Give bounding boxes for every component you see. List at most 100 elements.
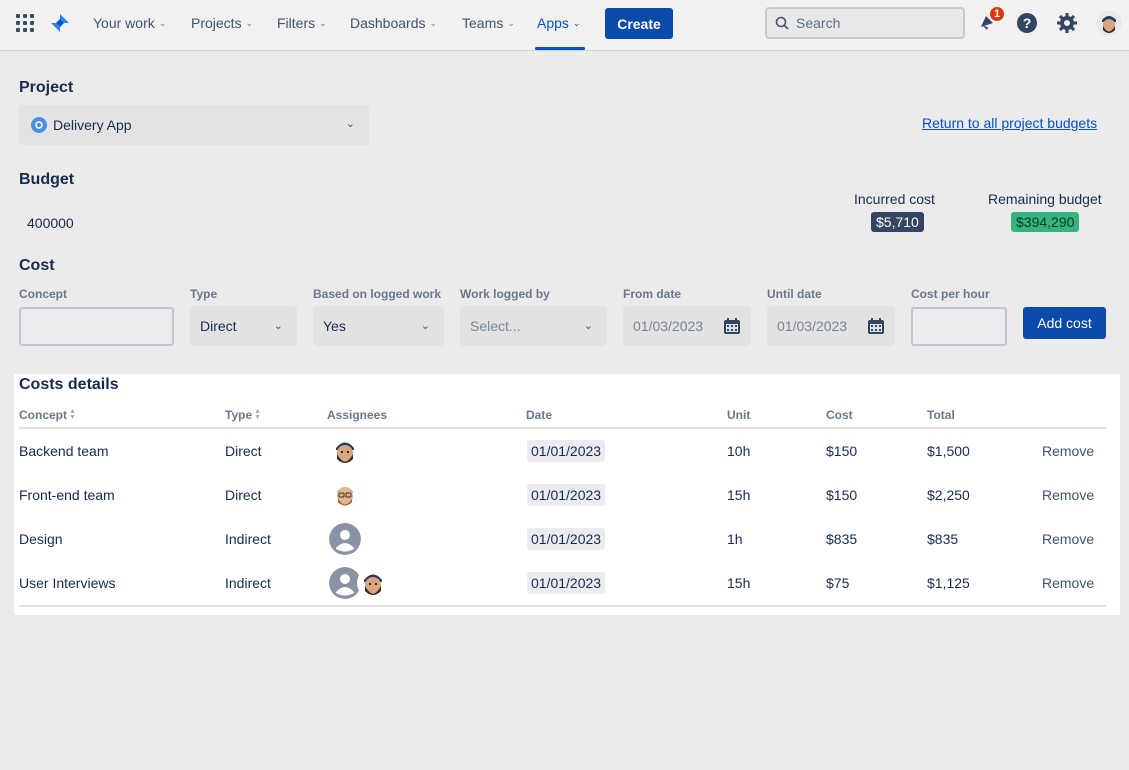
row-unit: 15h [727,487,751,503]
column-header-type-label: Type [225,408,253,422]
project-select[interactable]: Delivery App ⌄ [19,105,369,145]
notifications-button[interactable] [976,12,998,34]
calendar-icon[interactable] [723,317,741,335]
app-switcher-icon[interactable] [16,14,34,32]
nav-your-work[interactable]: Your work ⌄ [93,15,166,31]
concept-input[interactable] [19,307,174,346]
row-total: $1,500 [927,443,970,459]
calendar-icon[interactable] [867,317,885,335]
help-icon: ? [1017,13,1037,33]
column-header-concept-label: Concept [19,408,67,422]
column-header-assignees: Assignees [327,408,387,422]
column-header-cost: Cost [826,408,853,422]
row-concept: Front-end team [19,487,115,503]
avatar-default [329,523,361,555]
avatar-glasses [329,479,361,511]
chevron-down-icon: ⌄ [507,18,515,28]
nav-apps[interactable]: Apps ⌄ [537,15,580,31]
from-date-input[interactable]: 01/03/2023 [623,306,751,346]
gear-icon [1057,13,1077,33]
project-heading: Project [19,79,74,96]
search-box[interactable] [765,7,965,39]
budget-value: 400000 [27,215,74,231]
work-logged-by-select[interactable]: Select... ⌄ [460,306,607,346]
work-logged-by-placeholder: Select... [470,318,521,334]
sort-icon: ▲ ▼ [69,408,76,421]
search-input[interactable] [796,15,956,31]
nav-projects[interactable]: Projects ⌄ [191,15,253,31]
add-cost-button[interactable]: Add cost [1023,307,1106,339]
chevron-down-icon: ⌄ [158,18,167,28]
cost-per-hour-input[interactable] [911,307,1007,346]
avatar-dark-beard [329,435,361,467]
column-header-total-label: Total [927,408,955,422]
chevron-down-icon: ⌄ [420,320,430,332]
based-on-logged-work-select[interactable]: Yes ⌄ [313,306,444,346]
budget-heading: Budget [19,171,75,188]
type-select-value: Direct [200,318,237,334]
jira-logo-icon[interactable] [49,12,71,34]
sort-icon: ▲ ▼ [254,408,262,421]
row-date: 01/01/2023 [527,484,606,506]
nav-teams-label: Teams [462,15,504,31]
row-type: Indirect [225,575,271,591]
remove-button[interactable]: Remove [1042,531,1095,547]
remove-button[interactable]: Remove [1042,575,1095,591]
nav-teams[interactable]: Teams ⌄ [462,15,515,31]
user-avatar[interactable] [1097,11,1121,35]
row-unit: 1h [727,531,743,547]
row-type: Indirect [225,531,271,547]
column-header-concept[interactable]: Concept ▲ ▼ [19,408,76,422]
row-total: $2,250 [927,487,970,503]
nav-your-work-label: Your work [93,15,155,31]
avatar-dark-beard [357,567,389,599]
row-concept: Backend team [19,443,109,459]
top-navigation: Your work ⌄ Projects ⌄ Filters ⌄ Dashboards… [0,0,1129,51]
until-date-input[interactable]: 01/03/2023 [767,306,895,346]
search-icon [775,16,789,30]
chevron-down-icon: ⌄ [345,118,355,130]
row-type: Direct [225,443,262,459]
create-button[interactable]: Create [605,8,673,39]
row-date: 01/01/2023 [527,572,606,594]
type-select[interactable]: Direct ⌄ [190,306,297,346]
column-header-unit-label: Unit [727,408,751,422]
user-avatar-icon [1097,11,1121,35]
based-on-logged-work-value: Yes [323,318,346,334]
cost-per-hour-label: Cost per hour [911,287,990,301]
chevron-down-icon: ⌄ [572,18,581,28]
row-total: $835 [927,531,959,547]
row-cost: $150 [826,443,858,459]
settings-button[interactable] [1056,12,1078,34]
remove-button[interactable]: Remove [1042,443,1095,459]
remove-button[interactable]: Remove [1042,487,1095,503]
row-date: 01/01/2023 [527,440,606,462]
work-logged-by-label: Work logged by [460,287,550,301]
svg-text:?: ? [1023,15,1032,31]
cost-heading: Cost [19,257,55,274]
nav-filters-label: Filters [277,15,316,31]
column-header-date: Date [526,408,552,422]
nav-filters[interactable]: Filters ⌄ [277,15,327,31]
column-header-type[interactable]: Type ▲ ▼ [225,408,261,422]
row-concept: Design [19,531,63,547]
return-to-budgets-link[interactable]: Return to all project budgets [922,115,1098,131]
based-on-logged-work-label: Based on logged work [313,287,442,301]
row-cost: $835 [826,531,858,547]
row-date: 01/01/2023 [527,528,606,550]
project-select-value: Delivery App [53,117,132,133]
costs-details-heading: Costs details [19,376,119,393]
concept-label: Concept [19,287,67,301]
row-cost: $150 [826,487,858,503]
remaining-budget-value: $394,290 [1011,212,1080,232]
until-date-value: 01/03/2023 [777,318,848,334]
remaining-budget-label: Remaining budget [988,191,1102,207]
column-header-cost-label: Cost [826,408,853,422]
row-cost: $75 [826,575,850,591]
help-button[interactable]: ? [1016,12,1038,34]
column-header-date-label: Date [526,408,553,422]
nav-dashboards[interactable]: Dashboards ⌄ [350,15,437,31]
chevron-down-icon: ⌄ [429,18,438,28]
chevron-down-icon: ⌄ [319,18,327,28]
project-icon [31,117,47,133]
